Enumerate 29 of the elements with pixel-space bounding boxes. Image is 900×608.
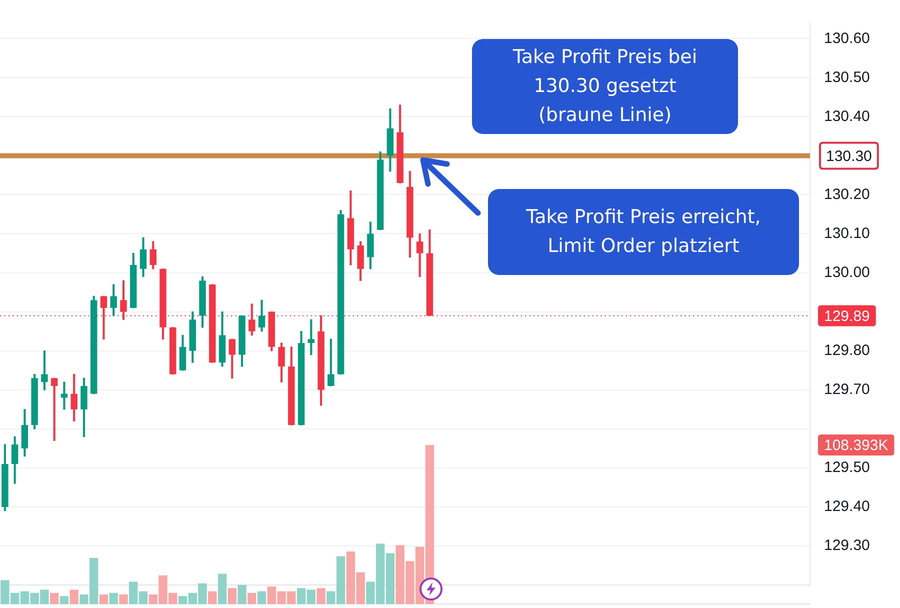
bar	[50, 592, 59, 604]
bar	[248, 592, 256, 604]
y-tick-label: 129.80	[824, 342, 870, 359]
bar	[109, 592, 118, 604]
bar	[70, 590, 78, 604]
annotation: Take Profit Preis bei 130.30 gesetzt (braune Linie)	[512, 45, 698, 128]
y-tick-label: 129.40	[824, 498, 870, 516]
bar	[238, 584, 246, 604]
ref-line-label: 129.89	[824, 308, 870, 325]
bar	[60, 596, 69, 604]
text: 108.393K	[824, 437, 888, 454]
bar	[257, 591, 266, 604]
bar	[228, 588, 236, 604]
y-tick-label: 129.30	[824, 537, 870, 554]
y-tick-label: 130.40	[824, 108, 870, 125]
y-tick-label: 129.50	[824, 459, 870, 476]
bar	[208, 591, 217, 604]
y-tick-label: 130.60	[824, 30, 870, 47]
y-tick-label: 129.70	[824, 381, 870, 398]
y-tick-label: 130.50	[824, 68, 870, 86]
ref-line-label: 130.30	[826, 148, 872, 165]
bar	[119, 594, 128, 604]
bar	[99, 594, 108, 604]
annotation: Take Profit Preis erreicht, Limit Order platziert	[525, 205, 762, 259]
y-tick-label: 130.20	[824, 186, 870, 203]
bar	[218, 574, 227, 604]
bar	[316, 588, 326, 604]
y-tick-label: 130.10	[824, 224, 870, 242]
y-tick-label: 130.00	[824, 264, 870, 281]
